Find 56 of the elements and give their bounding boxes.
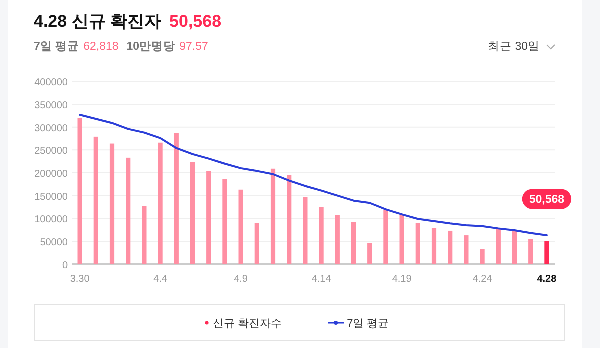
chart-title: 4.28 신규 확진자	[34, 12, 162, 31]
bar	[94, 136, 98, 264]
text: 최근 30일	[488, 41, 540, 53]
text: 10만명당	[126, 40, 176, 53]
bar	[206, 171, 212, 264]
bar	[238, 190, 244, 264]
bar	[400, 215, 404, 264]
bar	[335, 215, 340, 264]
x-tick-label: 4.4	[154, 274, 168, 285]
bar	[544, 241, 550, 264]
x-tick-label: 4.14	[312, 274, 332, 285]
text: 97.57	[180, 41, 208, 53]
text: 50,568	[170, 12, 222, 31]
x-tick-label: 4.19	[392, 274, 412, 285]
y-tick-label: 400000	[34, 78, 68, 89]
y-tick-label: 300000	[34, 123, 68, 134]
x-tick-label: 4.9	[234, 274, 248, 285]
bar	[416, 223, 420, 264]
legend-label: 7일 평균	[347, 318, 390, 330]
bar	[126, 158, 131, 264]
bar	[351, 222, 356, 264]
bar	[142, 206, 147, 264]
legend-label: 신규 확진자수	[213, 318, 282, 330]
y-tick-label: 350000	[34, 100, 68, 112]
bar	[270, 168, 276, 264]
bar	[319, 207, 324, 264]
x-tick-label: 4.28	[537, 274, 558, 285]
bar	[78, 118, 82, 264]
y-tick-label: 0	[62, 260, 68, 272]
bar	[464, 236, 469, 264]
bar	[512, 230, 518, 264]
bar	[528, 239, 534, 264]
bar	[222, 179, 228, 264]
bar	[432, 228, 437, 264]
y-tick-label: 100000	[34, 214, 68, 226]
x-tick-label: 4.24	[472, 274, 493, 285]
text: 7일 평균	[34, 40, 80, 53]
bar	[448, 230, 453, 264]
bar	[368, 243, 372, 264]
bar	[303, 197, 308, 264]
y-tick-label: 150000	[34, 192, 68, 203]
text: 62,818	[84, 41, 119, 53]
bar	[496, 229, 501, 264]
bar	[254, 223, 260, 264]
bar	[174, 133, 179, 264]
x-tick-label: 3.30	[70, 274, 90, 285]
bar	[110, 144, 115, 264]
y-tick-label: 50000	[40, 237, 68, 248]
y-tick-label: 200000	[34, 169, 68, 180]
data-label: 50,568	[529, 194, 566, 206]
bar	[287, 175, 292, 264]
bar	[480, 249, 485, 264]
bar	[190, 162, 196, 264]
y-tick-label: 250000	[34, 146, 68, 158]
bar	[384, 210, 388, 264]
bar	[158, 142, 163, 264]
